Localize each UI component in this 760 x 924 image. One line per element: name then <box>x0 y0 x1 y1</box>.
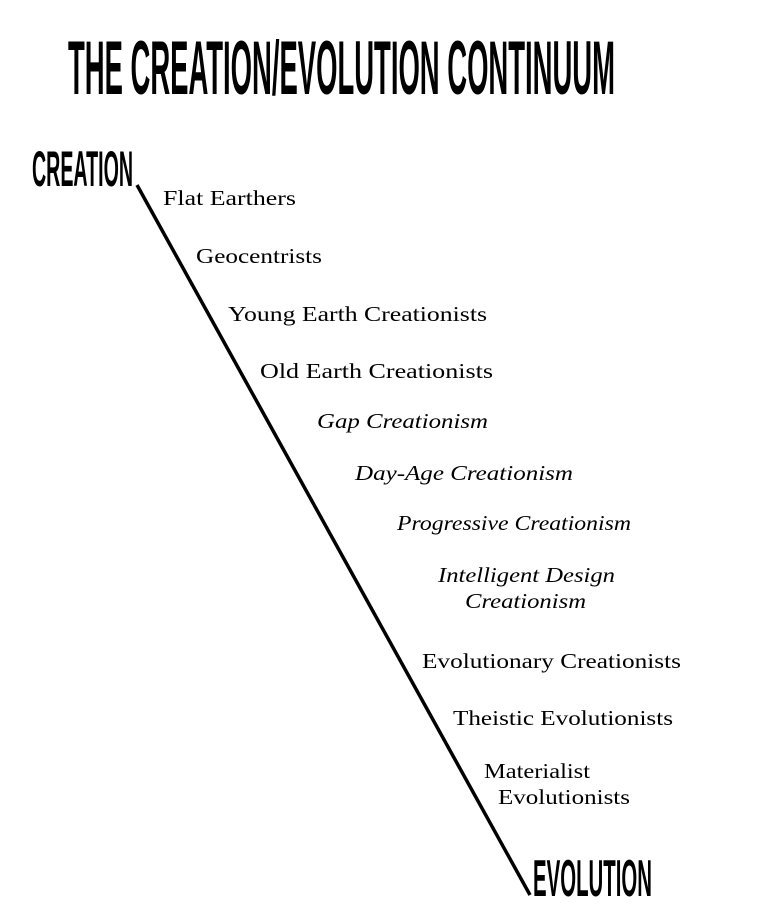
label-intelligent-design-line2: Creationism <box>465 589 586 613</box>
label-flat-earthers: Flat Earthers <box>163 186 296 210</box>
creation-label: CREATION <box>32 141 133 197</box>
label-day-age-creationism: Day-Age Creationism <box>354 461 573 485</box>
label-old-earth-creationists: Old Earth Creationists <box>260 359 493 383</box>
label-materialist-evolutionists-line1: Materialist <box>484 759 590 783</box>
label-progressive-creationism: Progressive Creationism <box>396 511 631 535</box>
label-evolutionary-creationists: Evolutionary Creationists <box>422 649 681 673</box>
label-gap-creationism: Gap Creationism <box>317 409 488 433</box>
label-intelligent-design-line1: Intelligent Design <box>437 563 615 587</box>
evolution-label: EVOLUTION <box>533 850 652 908</box>
continuum-line <box>135 184 532 896</box>
label-geocentrists: Geocentrists <box>196 244 322 268</box>
label-young-earth-creationists: Young Earth Creationists <box>228 302 487 326</box>
diagram-title: THE CREATION/EVOLUTION CONTINUUM <box>68 26 615 111</box>
label-materialist-evolutionists-line2: Evolutionists <box>498 785 630 809</box>
label-theistic-evolutionists: Theistic Evolutionists <box>453 706 673 730</box>
